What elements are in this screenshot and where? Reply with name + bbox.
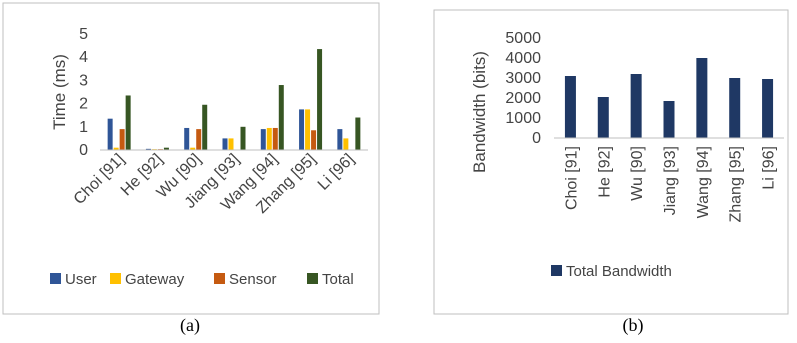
panel-a-caption: (a) [180, 315, 200, 336]
x-tick-label: Wu [90] [629, 146, 646, 201]
bar-total [317, 49, 323, 150]
bar-total [240, 126, 246, 150]
panel-b-legend: Total Bandwidth [551, 263, 672, 280]
bar-total-bandwidth [696, 58, 708, 138]
y-tick-label: 1 [79, 119, 88, 136]
bar-total-bandwidth [597, 97, 609, 138]
x-tick-label: He [92] [596, 146, 613, 198]
legend-swatch [50, 273, 61, 284]
panel-a-y-axis-label: Time (ms) [50, 54, 69, 130]
bar-total [355, 117, 361, 150]
bar-total-bandwidth [663, 101, 675, 138]
x-tick-label: Wang [94] [695, 146, 712, 218]
bar-user [184, 127, 190, 150]
x-tick-label: Zhang [95] [728, 146, 745, 223]
legend-item: Gateway [110, 271, 185, 288]
legend-item: User [50, 271, 97, 288]
panel-b-bars [564, 58, 774, 138]
panel-a-y-ticks: 0 1 2 3 4 5 [79, 26, 88, 159]
bar-total-bandwidth [729, 78, 741, 138]
y-tick-label: 4 [79, 49, 88, 66]
bar-user [107, 118, 113, 150]
legend-label: User [65, 271, 97, 288]
y-tick-label: 3000 [505, 70, 541, 87]
y-tick-label: 0 [79, 142, 88, 159]
bar-total [278, 85, 284, 150]
bar-total [202, 104, 208, 150]
y-tick-label: 3 [79, 72, 88, 89]
y-tick-label: 2000 [505, 90, 541, 107]
bar-sensor [119, 129, 125, 150]
legend-label: Sensor [229, 271, 277, 288]
legend-swatch [307, 273, 318, 284]
bar-total [125, 95, 131, 150]
bar-total-bandwidth [564, 76, 576, 138]
y-tick-label: 5 [79, 26, 88, 43]
bar-user [337, 129, 343, 150]
panel-b-frame [433, 9, 789, 315]
bar-gateway [190, 147, 196, 150]
x-tick-label: Jiang [93] [662, 146, 679, 215]
bar-user [145, 148, 151, 150]
bar-gateway [343, 138, 349, 150]
bar-sensor [272, 127, 278, 150]
bar-user [222, 138, 228, 150]
bar-gateway [113, 147, 119, 150]
x-tick-label: Choi [91] [563, 146, 580, 210]
bar-gateway [266, 127, 272, 150]
y-tick-label: 4000 [505, 50, 541, 67]
bar-gateway [305, 109, 311, 150]
bar-user [299, 109, 305, 150]
panel-b-caption: (b) [623, 315, 644, 336]
legend-label: Gateway [125, 271, 185, 288]
bar-user [260, 129, 266, 150]
legend-swatch [551, 265, 562, 276]
legend-label: Total [322, 271, 354, 288]
panel-a-frame [2, 2, 380, 315]
bar-gateway [228, 138, 234, 150]
panel-b-y-axis-label: Bandwidth (bits) [470, 51, 489, 173]
legend-item: Total Bandwidth [551, 263, 672, 280]
panel-a-bars [107, 49, 361, 150]
bar-sensor [196, 129, 202, 150]
panel-a-legend: User Gateway Sensor Total [50, 271, 354, 288]
bar-total-bandwidth [762, 79, 774, 138]
bar-total [163, 147, 169, 150]
legend-item: Total [307, 271, 354, 288]
panel-b-y-ticks: 0 1000 2000 3000 4000 5000 [505, 30, 541, 147]
legend-item: Sensor [214, 271, 277, 288]
y-tick-label: 0 [532, 130, 541, 147]
y-tick-label: 2 [79, 96, 88, 113]
legend-label: Total Bandwidth [566, 263, 672, 280]
y-tick-label: 5000 [505, 30, 541, 47]
bar-total-bandwidth [630, 74, 642, 138]
panel-b-x-ticks: Choi [91] He [92] Wu [90] Jiang [93] Wang [9… [563, 146, 777, 223]
bar-sensor [311, 130, 317, 150]
x-tick-label: Li [96] [761, 146, 778, 190]
legend-swatch [214, 273, 225, 284]
legend-swatch [110, 273, 121, 284]
y-tick-label: 1000 [505, 110, 541, 127]
